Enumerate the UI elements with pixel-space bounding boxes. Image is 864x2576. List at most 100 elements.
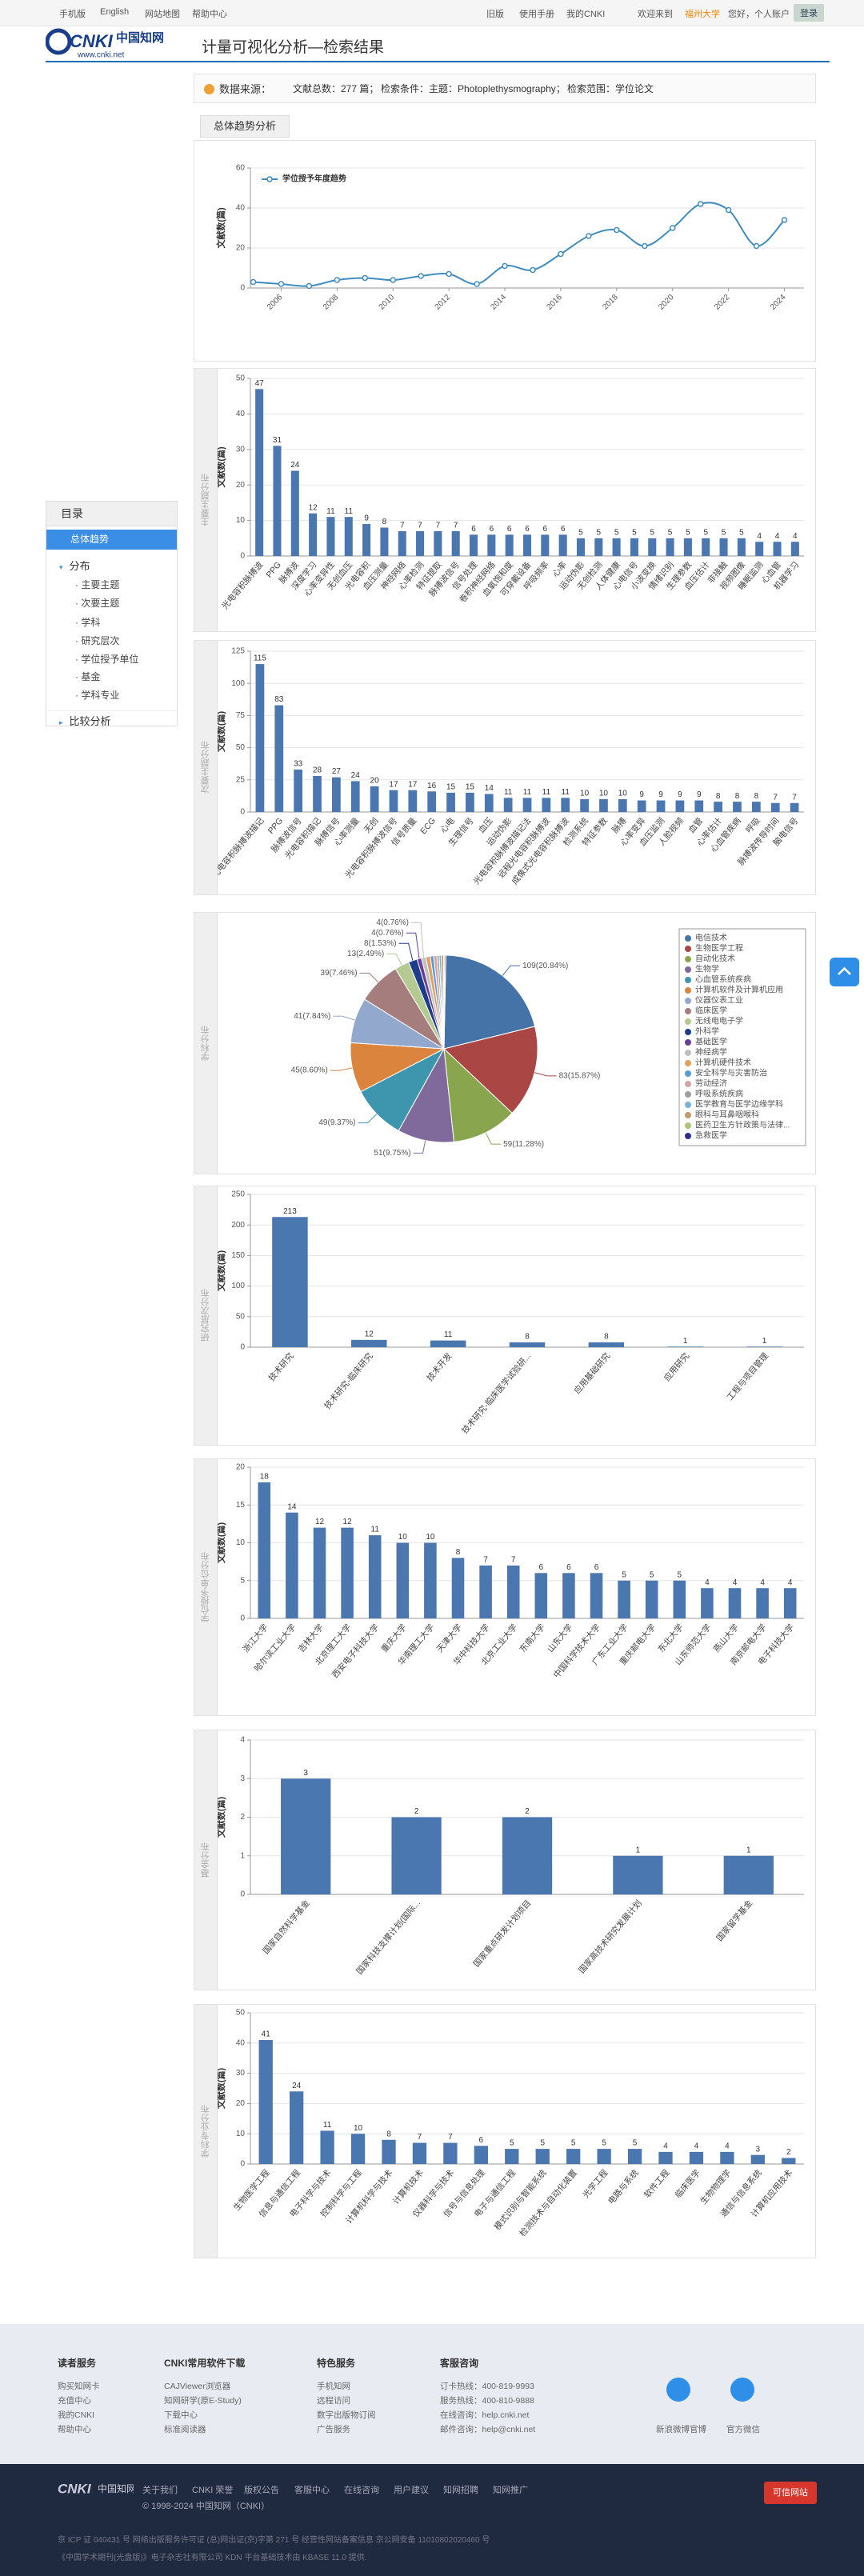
- footer-link[interactable]: 知网招聘: [443, 2486, 478, 2495]
- legend-swatch: [685, 946, 691, 952]
- item-text: 学科专业: [81, 690, 120, 701]
- bar: [723, 1855, 774, 1894]
- bar-value-label: 1: [746, 1846, 751, 1854]
- pie-label: 4(0.76%): [376, 918, 409, 927]
- top-link[interactable]: 我的CNKI: [566, 10, 606, 19]
- bar: [416, 530, 425, 556]
- x-tick-label: ECG: [418, 816, 438, 836]
- footer-link[interactable]: 购买知网卡: [58, 2382, 100, 2391]
- bar-value-label: 20: [370, 776, 380, 785]
- y-tick-label: 250: [231, 1190, 245, 1199]
- footer-link[interactable]: 标准阅读器: [164, 2425, 206, 2434]
- footer-link[interactable]: 远程访问: [317, 2396, 350, 2406]
- bar: [320, 2130, 334, 2164]
- pie-leader: [330, 1067, 353, 1071]
- footer-contact[interactable]: 在线咨询：help.cnki.net: [440, 2410, 530, 2420]
- bar-value-label: 8: [382, 518, 387, 526]
- logo[interactable]: CNKI 中国知网 www.cnki.net: [46, 27, 166, 59]
- sidebar-item[interactable]: · 主要主题: [75, 579, 120, 590]
- bar: [368, 1535, 382, 1618]
- footer-link[interactable]: 在线咨询: [344, 2486, 379, 2495]
- trust-badge[interactable]: 可信网站: [764, 2482, 817, 2504]
- footer-link[interactable]: 充值中心: [58, 2396, 91, 2406]
- bar-value-label: 7: [448, 2133, 453, 2142]
- line-point: [530, 266, 536, 274]
- license: 京 ICP 证 040431 号 网络出版服务许可证 (总)网出证(京)字第 2…: [58, 2536, 490, 2545]
- pie-slice: [443, 954, 446, 1050]
- item-text: 研究层次: [81, 635, 120, 646]
- weibo-icon[interactable]: [666, 2378, 690, 2402]
- footer-link[interactable]: 客服中心: [294, 2486, 330, 2495]
- chart-panel: 0 10 20 30 40 50 文献数(篇) 47 光电容积脉搏波 31 PPG 24 脉搏波 12 深度…: [194, 368, 816, 632]
- footer-link[interactable]: 知网推广: [493, 2486, 528, 2495]
- bar-value-label: 11: [444, 1330, 453, 1339]
- sidebar-item[interactable]: · 学位授予单位: [75, 654, 139, 665]
- y-axis-label: 文献数(篇): [215, 711, 226, 753]
- footer-link[interactable]: 数字出版物订阅: [317, 2410, 376, 2420]
- hello[interactable]: 您好，个人账户: [728, 10, 790, 19]
- wechat-label[interactable]: 官方微信: [726, 2425, 760, 2434]
- legend-swatch: [685, 1018, 691, 1025]
- line-point: [334, 277, 341, 283]
- back-to-top[interactable]: [830, 958, 859, 986]
- top-link[interactable]: 手机版: [59, 10, 86, 19]
- y-axis-label: 文献数(篇): [215, 1250, 226, 1292]
- sidebar-item[interactable]: · 次要主题: [75, 598, 120, 609]
- y-axis-label: 文献数(篇): [215, 446, 226, 488]
- bar: [714, 802, 722, 812]
- top-link[interactable]: 使用手册: [519, 10, 554, 19]
- sidebar-group[interactable]: ▾ 分布: [59, 558, 90, 573]
- top-link[interactable]: 帮助中心: [192, 10, 227, 19]
- footer-link[interactable]: 关于我们: [142, 2486, 178, 2495]
- sidebar-group[interactable]: ▸ 比较分析: [46, 710, 177, 728]
- bar: [424, 1542, 437, 1618]
- footer-link[interactable]: 我的CNKI: [58, 2410, 95, 2420]
- y-tick-label: 0: [240, 552, 245, 561]
- y-tick-label: 20: [236, 244, 246, 253]
- bar: [466, 792, 474, 812]
- bar: [509, 1342, 546, 1347]
- bar-value-label: 33: [294, 760, 303, 769]
- sidebar-item[interactable]: · 基金: [75, 671, 101, 682]
- pie-leader: [410, 922, 424, 958]
- footer-link[interactable]: 手机知网: [317, 2382, 350, 2391]
- bar: [470, 534, 478, 556]
- org-name[interactable]: 福州大学: [685, 10, 720, 19]
- footer-contact[interactable]: 邮件咨询：help@cnki.net: [440, 2425, 536, 2434]
- footer-link[interactable]: 下载中心: [164, 2410, 198, 2420]
- bar-value-label: 16: [427, 782, 437, 790]
- legend-label: 医学教育与医学边缘学科: [695, 1099, 783, 1110]
- tab[interactable]: 总体趋势分析: [200, 115, 290, 138]
- y-axis-label: 文献数(篇): [215, 1797, 226, 1838]
- footer-link[interactable]: CAJViewer浏览器: [164, 2382, 231, 2391]
- top-link[interactable]: English: [100, 7, 130, 17]
- bar: [370, 786, 379, 812]
- footer-link[interactable]: 广告服务: [317, 2425, 350, 2434]
- sidebar-item[interactable]: · 学科专业: [75, 690, 120, 701]
- sidebar-item[interactable]: · 研究层次: [75, 635, 120, 646]
- sidebar-active[interactable]: 总体趋势: [46, 530, 177, 550]
- weibo-label[interactable]: 新浪微博官博: [656, 2425, 706, 2434]
- bar-value-label: 8: [735, 792, 740, 801]
- top-link[interactable]: 旧版: [486, 10, 504, 19]
- top-link[interactable]: 网站地图: [145, 10, 180, 19]
- sidebar-item[interactable]: · 学科: [75, 617, 101, 628]
- legend-swatch: [685, 1060, 691, 1066]
- line-point: [362, 274, 369, 282]
- y-tick-label: 50: [236, 374, 246, 383]
- login-button[interactable]: 登录: [794, 4, 824, 22]
- footer-link[interactable]: 帮助中心: [58, 2425, 91, 2434]
- x-tick-label: 国家科技支撑计划(国际...: [354, 1898, 422, 1976]
- x-tick-label: 国家重点研发计划项目: [471, 1898, 533, 1969]
- footer-link[interactable]: 版权公告: [244, 2486, 279, 2495]
- pie-leader: [534, 1072, 557, 1077]
- pie-label: 4(0.76%): [371, 929, 404, 938]
- bar-value-label: 4: [705, 1578, 710, 1587]
- footer-link[interactable]: CNKI 荣誉: [192, 2486, 234, 2495]
- footer-link[interactable]: 知网研学(原E-Study): [164, 2396, 242, 2406]
- legend-swatch: [685, 1102, 691, 1108]
- footer-link[interactable]: 用户建议: [394, 2486, 429, 2495]
- bar-value-label: 5: [678, 1570, 682, 1579]
- wechat-icon[interactable]: [730, 2378, 754, 2402]
